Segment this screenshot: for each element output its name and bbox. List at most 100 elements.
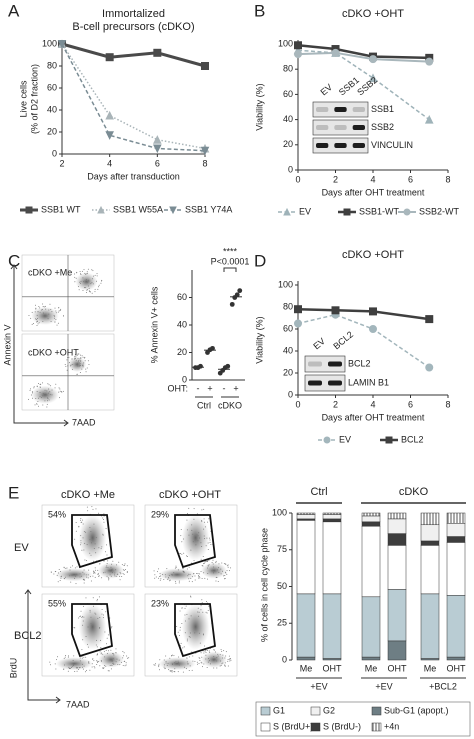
- facs-dot: [96, 646, 98, 648]
- facs-dot: [80, 365, 82, 367]
- facs-dot: [74, 358, 76, 360]
- facs-dot: [85, 279, 87, 281]
- facs-axis-label: BrdU: [8, 658, 18, 679]
- facs-axis-label: 7AAD: [66, 699, 90, 709]
- legend-label: EV: [299, 206, 311, 216]
- marker: [294, 50, 302, 59]
- facs-cloud: [158, 657, 196, 671]
- panel-letter: E: [8, 483, 19, 502]
- facs-dot: [203, 508, 205, 510]
- facs-dot: [180, 535, 182, 537]
- facs-dot: [38, 322, 40, 324]
- facs-dot: [169, 670, 171, 672]
- facs-dot: [218, 563, 220, 565]
- facs-dot: [188, 573, 190, 575]
- facs-dot: [102, 572, 104, 574]
- marker: [425, 315, 434, 324]
- facs-dot: [126, 657, 128, 659]
- facs-dot: [220, 649, 222, 651]
- bar-segment: [322, 593, 342, 659]
- legend-label: G2: [323, 705, 335, 715]
- x-tick-label: +: [233, 383, 238, 393]
- facs-dot: [50, 571, 52, 573]
- facs-dot: [175, 566, 177, 568]
- facs-dot: [59, 390, 61, 392]
- facs-dot: [107, 670, 109, 672]
- legend-marker: [385, 436, 393, 444]
- facs-dot: [65, 365, 67, 367]
- facs-dot: [79, 616, 81, 618]
- facs-dot: [64, 576, 66, 578]
- facs-dot: [51, 389, 53, 391]
- legend-label: Sub-G1 (apopt.): [384, 705, 449, 715]
- facs-dot: [186, 657, 188, 659]
- facs-dot: [92, 508, 94, 510]
- bar-segment: [446, 656, 466, 661]
- facs-dot: [31, 391, 33, 393]
- bar-segment: [296, 593, 316, 658]
- facs-dot: [181, 541, 183, 543]
- facs-dot: [82, 668, 84, 670]
- facs-dot: [96, 598, 98, 600]
- facs-dot: [39, 307, 41, 309]
- facs-dot: [200, 542, 202, 544]
- facs-dot: [36, 321, 38, 323]
- facs-dot: [217, 655, 219, 657]
- facs-dot: [105, 649, 107, 651]
- facs-dot: [87, 577, 89, 579]
- marker: [369, 325, 377, 333]
- facs-dot: [75, 359, 77, 361]
- facs-dot: [81, 649, 83, 651]
- facs-dot: [84, 542, 86, 544]
- facs-dot: [205, 611, 207, 613]
- facs-dot: [60, 575, 62, 577]
- facs-dot: [203, 562, 205, 564]
- facs-dot: [226, 565, 228, 567]
- facs-dot: [115, 564, 117, 566]
- facs-dot: [124, 563, 126, 565]
- bar-segment: [420, 524, 440, 542]
- facs-dot: [114, 572, 116, 574]
- facs-dot: [42, 306, 44, 308]
- facs-dot: [88, 287, 90, 289]
- facs-dot: [83, 281, 85, 283]
- facs-dot: [88, 661, 90, 663]
- facs-dot: [115, 661, 117, 663]
- facs-dot: [39, 386, 41, 388]
- facs-dot: [88, 363, 90, 365]
- facs-dot: [154, 664, 156, 666]
- facs-dot: [69, 668, 71, 670]
- facs-dot: [203, 521, 205, 523]
- facs-dot: [57, 322, 59, 324]
- facs-dot: [68, 668, 70, 670]
- facs-dot: [111, 563, 113, 565]
- facs-dot: [192, 541, 194, 543]
- y-tick-label: 20: [283, 139, 293, 149]
- facs-dot: [49, 394, 51, 396]
- chart-title: cDKO +OHT: [342, 249, 404, 261]
- facs-dot: [208, 559, 210, 561]
- facs-dot: [75, 356, 77, 358]
- chart-title: Immortalized: [102, 8, 165, 20]
- facs-dot: [208, 650, 210, 652]
- facs-dot: [169, 580, 171, 582]
- facs-dot: [93, 547, 95, 549]
- facs-dot: [198, 576, 200, 578]
- facs-dot: [190, 615, 192, 617]
- facs-dot: [103, 668, 105, 670]
- facs-dot: [67, 656, 69, 658]
- y-axis-label: (% of D2 fraction): [29, 64, 39, 134]
- facs-dot: [221, 650, 223, 652]
- facs-dot: [71, 358, 73, 360]
- facs-dot: [79, 281, 81, 283]
- facs-dot: [111, 653, 113, 655]
- facs-dot: [82, 663, 84, 665]
- facs-dot: [191, 529, 193, 531]
- facs-dot: [71, 574, 73, 576]
- facs-dot: [154, 574, 156, 576]
- y-axis-label: Live cells: [18, 80, 28, 118]
- facs-dot: [224, 665, 226, 667]
- facs-column-label: cDKO +OHT: [159, 489, 221, 501]
- facs-dot: [89, 576, 91, 578]
- facs-dot: [95, 613, 97, 615]
